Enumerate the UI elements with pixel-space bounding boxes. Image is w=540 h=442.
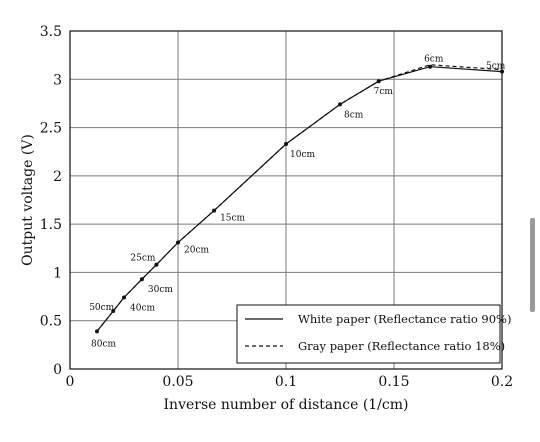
x-tick-label: 0.05	[162, 374, 193, 390]
y-tick-label: 0.5	[40, 314, 62, 330]
data-point	[338, 102, 342, 107]
data-point	[95, 329, 99, 334]
distance-label: 7cm	[374, 87, 394, 97]
distance-label: 10cm	[290, 150, 315, 160]
data-point	[139, 277, 144, 282]
distance-label: 25cm	[130, 254, 155, 264]
legend-box	[236, 304, 501, 364]
y-tick-label: 3	[53, 72, 62, 88]
series-line-gray-paper	[96, 64, 503, 332]
distance-label: 20cm	[184, 245, 209, 255]
y-axis-title: Output voltage (V)	[20, 134, 36, 266]
data-point	[154, 262, 159, 267]
distance-label: 40cm	[130, 304, 155, 314]
grid	[70, 31, 502, 369]
plot-frame	[69, 30, 503, 370]
x-tick-label: 0.15	[378, 374, 409, 390]
data-point	[111, 309, 116, 314]
distance-label: 80cm	[91, 339, 116, 349]
legend-label-white-paper: White paper (Reflectance ratio 90%)	[298, 312, 511, 326]
data-point	[176, 240, 180, 245]
legend: White paper (Reflectance ratio 90%) Gray…	[236, 304, 511, 364]
y-tick-label: 2.5	[40, 121, 62, 137]
distance-label: 30cm	[148, 285, 173, 295]
data-point	[122, 295, 126, 300]
data-point	[212, 208, 217, 213]
tick-labels: 0 0.05 0.1 0.15 0.2 0 0.5 1 1.5 2 2.5 3 3.5	[40, 24, 513, 390]
x-tick-label: 0.1	[275, 374, 297, 390]
x-tick-label: 0.2	[491, 374, 513, 390]
y-tick-label: 3.5	[40, 24, 62, 40]
y-tick-label: 1.5	[40, 217, 62, 233]
legend-label-gray-paper: Gray paper (Reflectance ratio 18%)	[298, 339, 505, 353]
page-edge-bar	[530, 218, 535, 312]
distance-label: 6cm	[424, 55, 444, 65]
data-point	[284, 141, 288, 146]
series-lines	[96, 64, 503, 332]
distance-label: 15cm	[220, 214, 245, 224]
x-tick-label: 0	[66, 374, 75, 390]
distance-label: 8cm	[344, 110, 364, 120]
data-point	[428, 64, 433, 69]
y-tick-label: 2	[53, 169, 62, 185]
data-point	[376, 79, 381, 84]
distance-label: 5cm	[486, 62, 506, 72]
distance-label: 50cm	[89, 303, 114, 313]
y-tick-label: 0	[53, 362, 62, 378]
y-tick-label: 1	[53, 265, 62, 281]
distance-annotations: 80cm 50cm 40cm 30cm 25cm 20cm 15cm 10cm 8cm 7cm 6c…	[89, 55, 506, 350]
x-axis-title: Inverse number of distance (1/cm)	[164, 397, 409, 413]
